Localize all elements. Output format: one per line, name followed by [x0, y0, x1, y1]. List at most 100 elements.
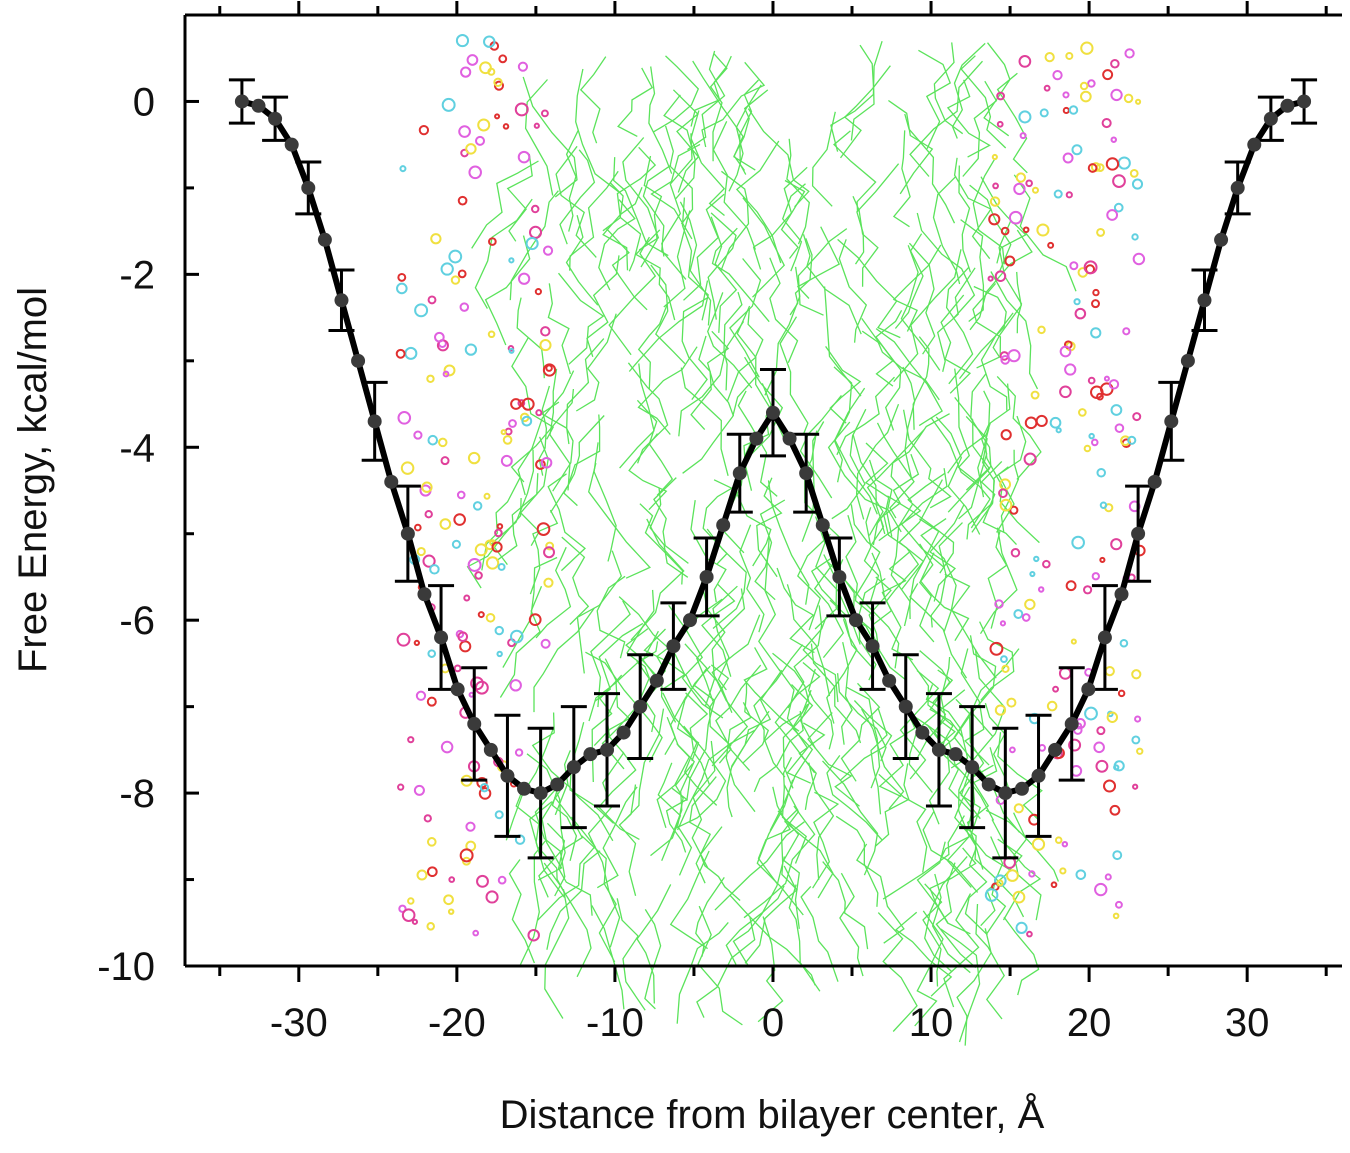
marker — [351, 353, 366, 368]
marker — [268, 111, 283, 126]
lipid-head — [1104, 873, 1112, 881]
lipid-tail — [546, 822, 593, 916]
marker — [284, 137, 299, 152]
lipid-head — [1065, 51, 1074, 60]
lipid-head — [455, 629, 465, 639]
lipid-head — [1091, 572, 1100, 581]
lipid-tail — [496, 473, 539, 562]
marker — [1180, 353, 1195, 368]
marker — [533, 786, 548, 801]
lipid-head — [426, 922, 435, 931]
lipid-head — [400, 461, 415, 475]
lipid-tail — [544, 888, 570, 1019]
lipid-tail — [866, 429, 925, 536]
lipid-tail — [661, 133, 693, 257]
marker — [500, 768, 515, 783]
lipid-head — [1030, 390, 1040, 400]
lipid-tail — [935, 416, 981, 535]
marker — [317, 232, 332, 247]
lipid-head — [463, 594, 471, 602]
marker — [1048, 742, 1063, 757]
lipid-head — [530, 204, 540, 214]
x-tick-label: -10 — [586, 1001, 644, 1045]
x-axis-title: Distance from bilayer center, Å — [500, 1092, 1045, 1137]
lipid-tail — [954, 368, 979, 484]
lipid-tail — [936, 267, 976, 372]
lipid-tail — [725, 885, 785, 965]
lipid-tail — [985, 809, 1060, 882]
lipid-head — [1075, 869, 1087, 880]
lipid-head — [485, 890, 499, 904]
lipid-head — [1079, 81, 1089, 91]
lipid-head — [1096, 392, 1104, 401]
lipid-tail — [559, 149, 596, 245]
lipid-head — [1023, 452, 1037, 466]
lipid-tail — [918, 49, 952, 149]
lipid-tail — [958, 422, 991, 520]
lipid-tail — [935, 862, 977, 969]
lipid-tail — [664, 643, 708, 756]
lipid-tail — [811, 111, 836, 207]
lipid-tail — [912, 336, 930, 430]
lipid-tail — [808, 762, 835, 880]
lipid-tail — [826, 755, 883, 841]
lipid-head — [1119, 638, 1129, 648]
lipid-tail — [836, 376, 895, 456]
lipid-tail — [850, 504, 881, 598]
y-tick-label: -2 — [119, 253, 155, 297]
lipid-head — [1012, 890, 1026, 904]
marker — [234, 94, 249, 109]
marker — [600, 742, 615, 757]
lipid-tail — [797, 228, 848, 316]
lipid-tail — [958, 285, 1007, 380]
lipid-head — [483, 492, 491, 500]
lipid-head — [414, 523, 422, 532]
lipid-head — [426, 837, 437, 847]
marker — [467, 716, 482, 731]
lipid-head — [1033, 555, 1040, 563]
lipid-head — [545, 364, 553, 372]
lipid-head — [1013, 182, 1026, 196]
lipid-head — [500, 429, 507, 436]
lipid-tail — [752, 166, 808, 270]
lipid-tail — [661, 743, 695, 862]
lipid-tail — [676, 921, 729, 1024]
lipid-head — [491, 541, 503, 553]
lipid-tail — [910, 713, 951, 825]
lipid-tail — [900, 245, 941, 371]
marker — [716, 518, 731, 533]
lipid-tail — [810, 643, 862, 744]
x-tick-label: 20 — [1067, 1001, 1112, 1045]
marker — [832, 569, 847, 584]
lipid-tail — [916, 212, 976, 320]
lipid-tail — [769, 257, 799, 364]
marker — [633, 699, 648, 714]
lipid-head — [1110, 404, 1123, 416]
lipid-tail — [782, 684, 814, 789]
lipid-head — [413, 639, 420, 647]
lipid-head — [1113, 202, 1124, 213]
lipid-head — [407, 897, 415, 905]
lipid-head — [1101, 117, 1112, 129]
lipid-head — [996, 91, 1005, 101]
lipid-tail — [590, 600, 631, 708]
lipid-head — [484, 539, 496, 551]
lipid-head — [1135, 98, 1142, 105]
lipid-tail — [668, 604, 724, 719]
lipid-head — [488, 237, 497, 246]
lipid-head — [508, 257, 515, 264]
lipid-head — [521, 415, 533, 427]
lipid-tail — [888, 99, 934, 195]
lipid-head — [545, 541, 555, 551]
lipid-tail — [565, 129, 579, 232]
lipid-head — [1087, 163, 1098, 173]
lipid-tail — [566, 338, 605, 445]
lipid-head — [1093, 741, 1105, 754]
lipid-head — [508, 419, 517, 428]
lipid-tail — [692, 60, 756, 171]
lipid-tail — [940, 928, 981, 1043]
marker — [948, 747, 963, 762]
lipid-tail — [933, 42, 964, 135]
lipid-head — [1104, 666, 1115, 677]
marker — [566, 760, 581, 775]
